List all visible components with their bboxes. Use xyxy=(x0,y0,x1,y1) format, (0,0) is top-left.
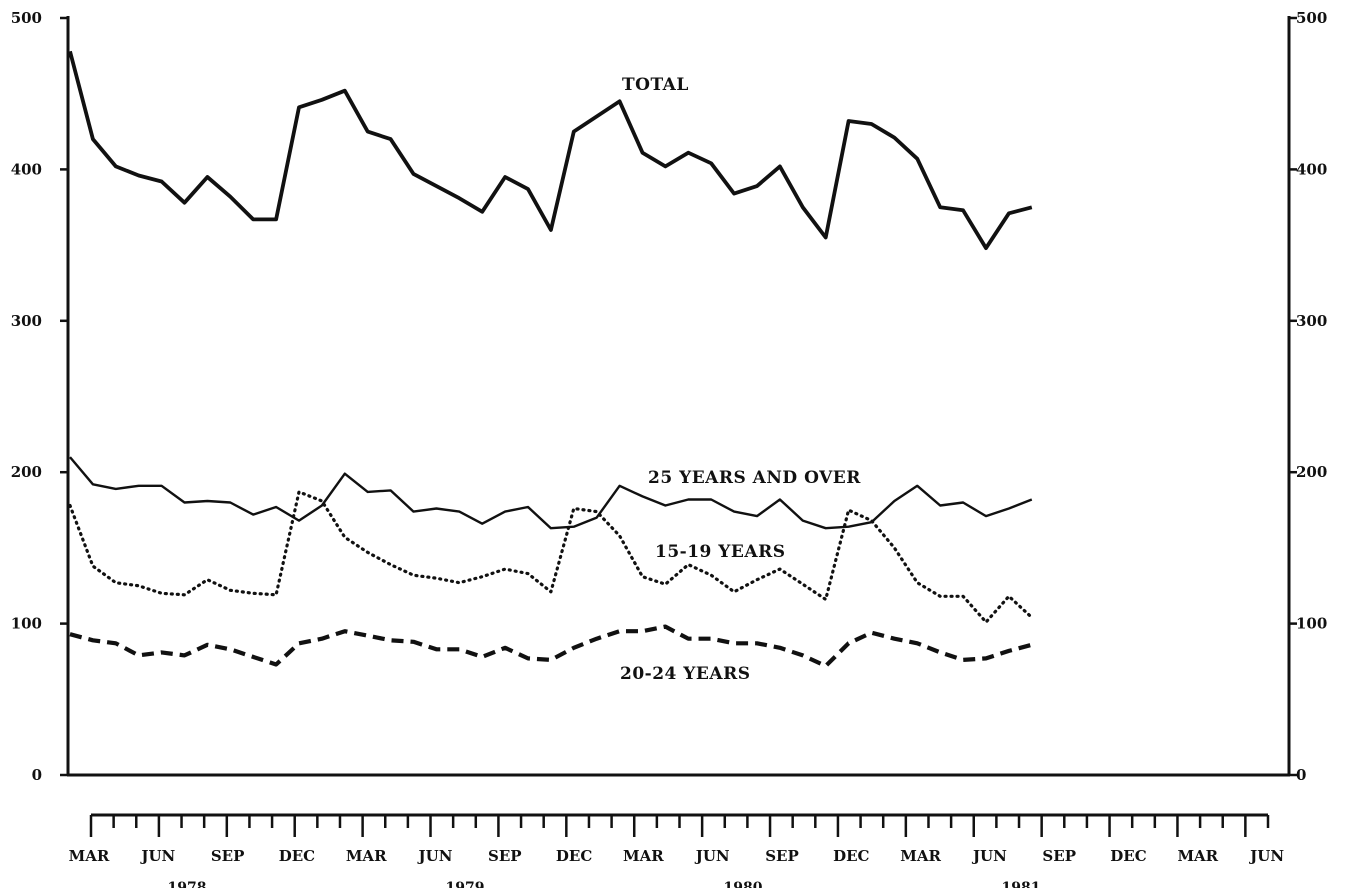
y-tick-label-right: 200 xyxy=(1296,463,1327,481)
x-month-label: JUN xyxy=(1248,847,1284,865)
x-month-label: SEP xyxy=(765,847,799,865)
x-month-label: JUN xyxy=(417,847,453,865)
label-20-24-years: 20-24 YEARS xyxy=(620,664,750,684)
label-25-years-and-over: 25 YEARS AND OVER xyxy=(648,468,861,488)
y-tick-label-left: 200 xyxy=(11,463,42,481)
series-line-15-19-years xyxy=(68,490,1034,624)
x-month-label: MAR xyxy=(1177,847,1218,865)
x-year-label: 1978 xyxy=(168,880,207,888)
x-month-label: SEP xyxy=(211,847,245,865)
y-tick-label-right: 400 xyxy=(1296,160,1327,178)
chart-axes xyxy=(66,16,1291,777)
y-tick-label-right: 0 xyxy=(1296,766,1306,784)
x-year-label: 1980 xyxy=(724,880,763,888)
x-month-label: DEC xyxy=(279,847,315,865)
series-line-25-years-and-over xyxy=(69,456,1033,530)
y-axis-left-ticks: 0 100 200 300 400 500 xyxy=(11,9,68,784)
x-month-label: DEC xyxy=(1110,847,1146,865)
x-month-label: JUN xyxy=(971,847,1007,865)
y-tick-label-left: 400 xyxy=(11,160,42,178)
x-month-label: MAR xyxy=(69,847,110,865)
x-month-label: MAR xyxy=(900,847,941,865)
x-month-label: JUN xyxy=(694,847,730,865)
series-line-total xyxy=(68,50,1033,251)
y-tick-label-right: 300 xyxy=(1296,312,1327,330)
y-tick-label-left: 100 xyxy=(11,615,42,633)
x-month-label: MAR xyxy=(623,847,664,865)
y-tick-label-left: 0 xyxy=(32,766,42,784)
series-lines xyxy=(68,50,1034,669)
series-line-20-24-years xyxy=(69,624,1033,669)
label-total: TOTAL xyxy=(622,75,689,95)
x-axis-time-ruler: MAR JUN SEP DEC MAR JUN SEP DEC MAR JUN SEP DEC MAR J… xyxy=(69,813,1284,888)
y-axis-right-ticks: 0 100 200 300 400 500 xyxy=(1289,9,1327,784)
x-month-label: MAR xyxy=(346,847,387,865)
y-tick-label-right: 500 xyxy=(1296,9,1327,27)
y-tick-label-right: 100 xyxy=(1296,615,1327,633)
series-labels: TOTAL 25 YEARS AND OVER 15-19 YEARS 20-2… xyxy=(620,75,861,684)
x-year-label: 1981 xyxy=(1002,880,1041,888)
y-tick-label-left: 500 xyxy=(11,9,42,27)
x-month-label: SEP xyxy=(1042,847,1076,865)
x-month-label: JUN xyxy=(139,847,175,865)
x-month-label: DEC xyxy=(556,847,592,865)
label-15-19-years: 15-19 YEARS xyxy=(655,542,785,562)
y-tick-label-left: 300 xyxy=(11,312,42,330)
x-year-label: 1979 xyxy=(446,880,485,888)
x-month-label: SEP xyxy=(488,847,522,865)
x-month-label: DEC xyxy=(833,847,869,865)
